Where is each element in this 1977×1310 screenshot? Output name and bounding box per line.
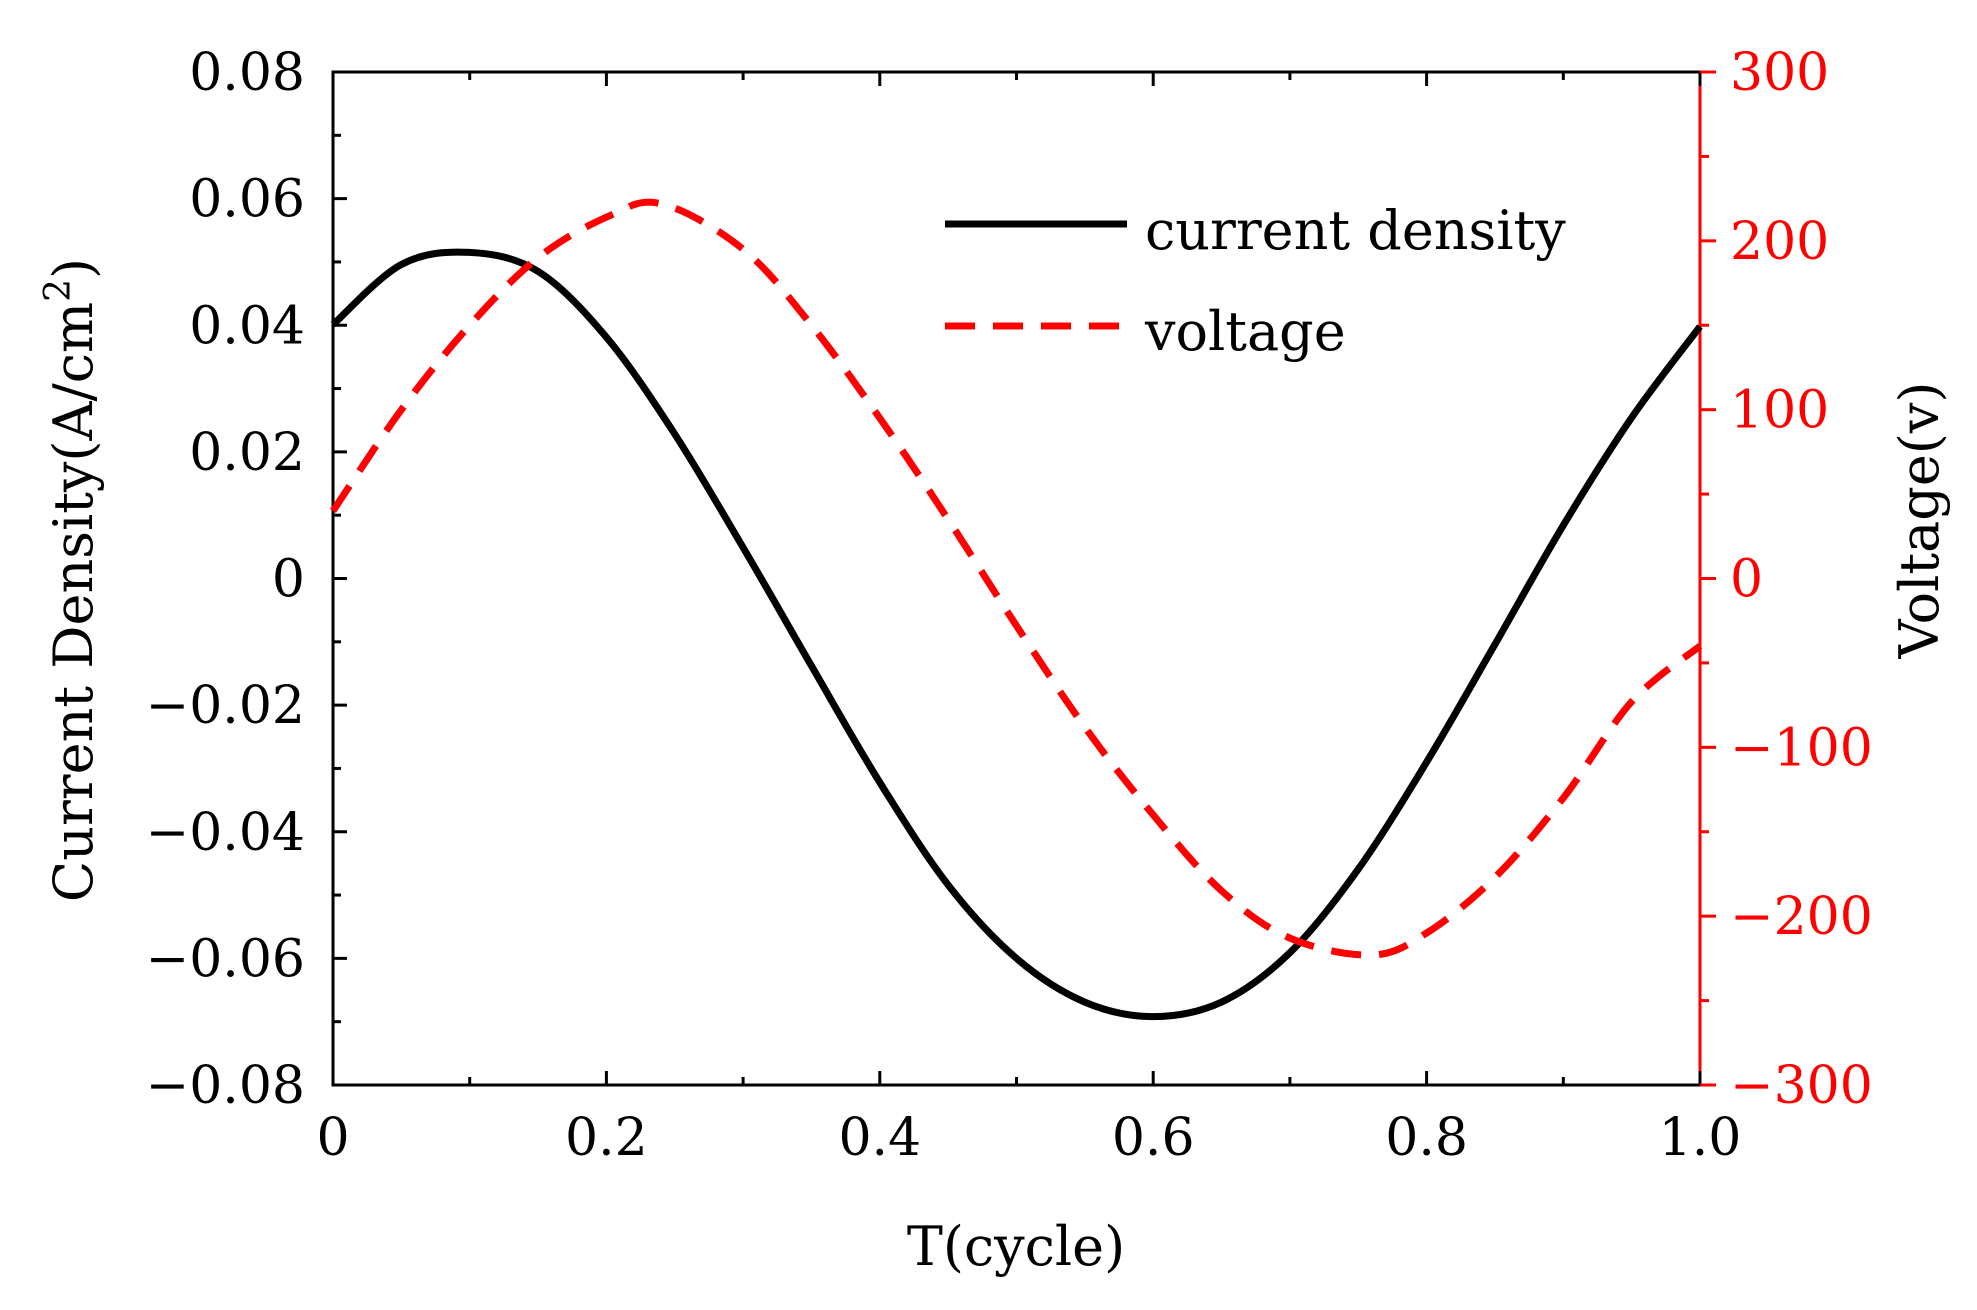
y2-tick-label: 100 <box>1730 381 1829 441</box>
current-density-series-line <box>330 248 1703 1021</box>
voltage-series-line <box>330 198 1703 959</box>
x-tick-label: 0.6 <box>1112 1108 1195 1168</box>
left-y-axis-title-superscript: 2 <box>38 279 79 302</box>
legend-label-voltage: voltage <box>1144 300 1346 363</box>
x-axis-ticks: 0 0.2 0.4 0.6 0.8 1.0 <box>316 72 1741 1168</box>
left-y-axis-title-main: Current Density(A/cm <box>42 302 105 902</box>
y-tick-label: 0.08 <box>189 43 305 103</box>
y-tick-label: −0.04 <box>146 803 305 863</box>
left-y-axis-title-close: ) <box>42 258 105 279</box>
y-tick-label: 0 <box>272 550 305 610</box>
y-tick-label: 0.02 <box>189 423 305 483</box>
legend: current density voltage <box>945 199 1566 363</box>
x-tick-label: 0 <box>316 1108 349 1168</box>
x-tick-label: 1.0 <box>1659 1108 1742 1168</box>
x-axis-title: T(cycle) <box>907 1215 1125 1278</box>
legend-label-current-density: current density <box>1145 199 1566 262</box>
right-y-axis-title: Voltage(v) <box>1888 382 1951 660</box>
x-tick-label: 0.4 <box>838 1108 921 1168</box>
x-tick-label: 0.2 <box>565 1108 648 1168</box>
y2-tick-label: −100 <box>1730 718 1873 778</box>
y2-tick-label: 0 <box>1730 550 1763 610</box>
y-tick-label: 0.04 <box>189 296 305 356</box>
left-y-axis-ticks: 0.08 0.06 0.04 0.02 0 −0.02 −0.04 −0.06 −0.08 <box>146 43 347 1116</box>
right-y-axis-ticks: 300 200 100 0 −100 −200 −300 <box>1700 43 1873 1116</box>
y-tick-label: 0.06 <box>189 170 305 230</box>
y2-tick-label: −300 <box>1730 1056 1873 1116</box>
y2-tick-label: −200 <box>1730 887 1873 947</box>
left-y-axis-title: Current Density(A/cm2) <box>38 258 105 902</box>
y2-tick-label: 200 <box>1730 212 1829 272</box>
x-tick-label: 0.8 <box>1385 1108 1468 1168</box>
y-tick-label: −0.06 <box>146 929 305 989</box>
y-tick-label: −0.08 <box>146 1056 305 1116</box>
y-tick-label: −0.02 <box>146 676 305 736</box>
y2-tick-label: 300 <box>1730 43 1829 103</box>
